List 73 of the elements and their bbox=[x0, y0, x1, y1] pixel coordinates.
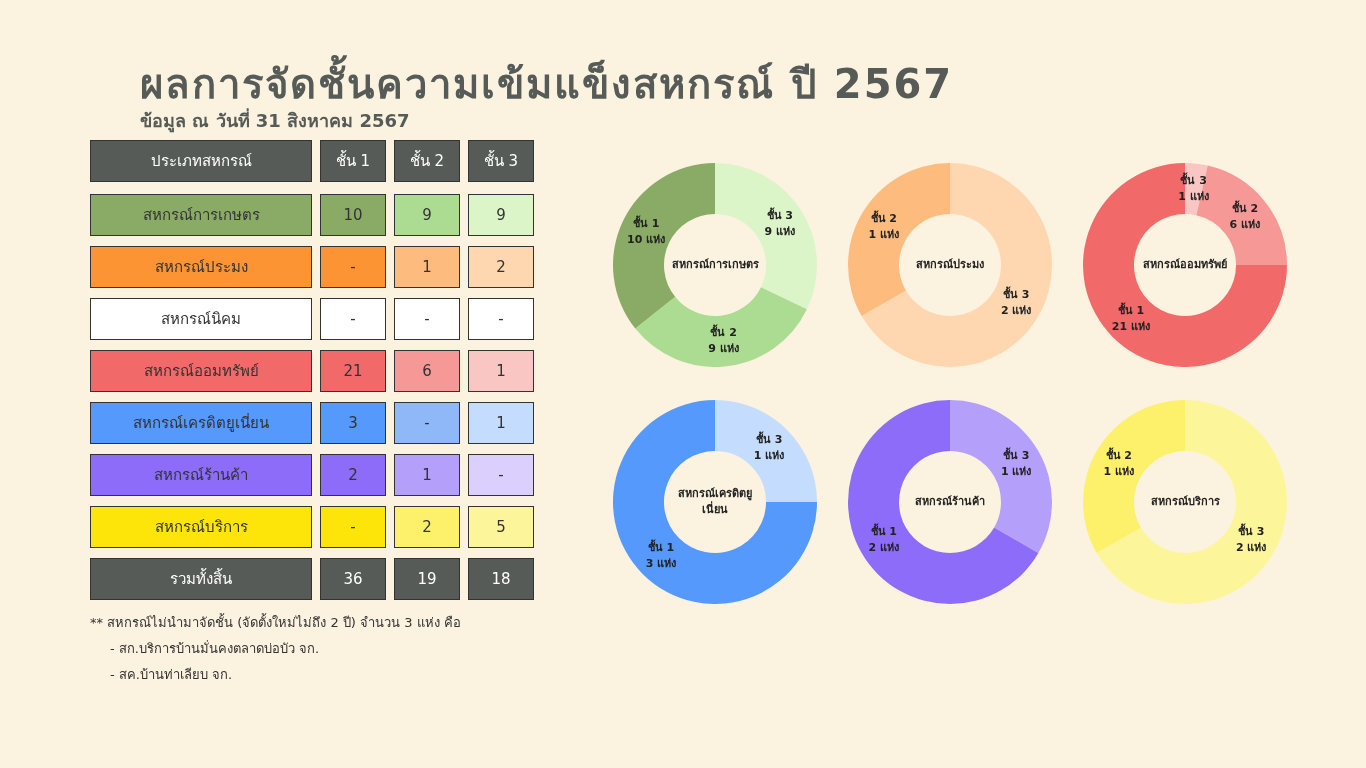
data-label: 2 แห่ง bbox=[1001, 304, 1032, 318]
data-label: 3 bbox=[320, 402, 386, 444]
slice-label: ชั้น 1 bbox=[870, 523, 897, 539]
empty-cell: - bbox=[468, 454, 534, 496]
data-label: 3 แห่ง bbox=[645, 556, 677, 570]
data-label: 9 แห่ง bbox=[708, 341, 739, 355]
empty-cell: - bbox=[394, 402, 460, 444]
data-label: 9 แห่ง bbox=[764, 225, 796, 239]
text: ** สหกรณ์ไม่นำมาจัดชั้น (จัดตั้งใหม่ไม่ถึง 2 ปี) จำนวน 3 แห่ง คือ bbox=[90, 612, 462, 632]
y-axis-title: ประเภทสหกรณ์ bbox=[90, 140, 312, 182]
data-label: 5 bbox=[468, 506, 534, 548]
data-label: 1 bbox=[468, 402, 534, 444]
empty-cell: - bbox=[468, 298, 534, 340]
slice-label: ชั้น 3 bbox=[1238, 523, 1265, 539]
text: สหกรณ์ประมง bbox=[915, 257, 985, 273]
data-label: 6 แห่ง bbox=[1229, 218, 1261, 232]
x-tick-label: ชั้น 2 bbox=[394, 140, 460, 182]
x-tick-label: ชั้น 1 bbox=[320, 140, 386, 182]
empty-cell: - bbox=[320, 246, 386, 288]
slice-label: ชั้น 1 bbox=[647, 538, 675, 554]
y-tick-label: รวมทั้งสิ้น bbox=[90, 558, 312, 600]
empty-cell: - bbox=[320, 506, 386, 548]
slice-label: ชั้น 2 bbox=[870, 209, 897, 225]
y-tick-label: สหกรณ์ออมทรัพย์ bbox=[90, 350, 312, 392]
data-label: 1 แห่ง bbox=[868, 227, 899, 241]
data-label: 36 bbox=[320, 558, 386, 600]
data-label: 9 bbox=[468, 194, 534, 236]
data-label: 1 แห่ง bbox=[1103, 464, 1134, 478]
data-label: 2 bbox=[320, 454, 386, 496]
y-tick-label: สหกรณ์ประมง bbox=[90, 246, 312, 288]
y-tick-label: สหกรณ์เครดิตยูเนี่ยน bbox=[90, 402, 312, 444]
data-label: 2 แห่ง bbox=[868, 541, 899, 555]
data-label: 1 bbox=[394, 454, 460, 496]
slice-label: ชั้น 2 bbox=[1231, 200, 1259, 216]
data-label: 10 แห่ง bbox=[627, 232, 666, 246]
data-label: 21 bbox=[320, 350, 386, 392]
data-label: 2 bbox=[394, 506, 460, 548]
text: - สก.บริการบ้านมั่นคงตลาดบ่อบัว จก. bbox=[109, 639, 321, 658]
text: สหกรณ์ออมทรัพย์ bbox=[1142, 257, 1228, 273]
text: สหกรณ์เครดิตยูเนี่ยน bbox=[677, 486, 753, 518]
text: สหกรณ์ร้านค้า bbox=[914, 494, 986, 510]
data-label: 2 bbox=[468, 246, 534, 288]
data-label: 18 bbox=[468, 558, 534, 600]
data-label: 1 แห่ง bbox=[1178, 189, 1209, 203]
y-tick-label: สหกรณ์ร้านค้า bbox=[90, 454, 312, 496]
data-label: 9 bbox=[394, 194, 460, 236]
slice-label: ชั้น 3 bbox=[755, 430, 783, 446]
slice-label: ชั้น 3 bbox=[1003, 446, 1030, 462]
empty-cell: - bbox=[320, 298, 386, 340]
x-tick-label: ชั้น 3 bbox=[468, 140, 534, 182]
slice-label: ชั้น 1 bbox=[632, 214, 660, 230]
slice-label: ชั้น 1 bbox=[1117, 301, 1145, 317]
y-tick-label: สหกรณ์บริการ bbox=[90, 506, 312, 548]
text: สหกรณ์บริการ bbox=[1149, 494, 1221, 510]
data-label: 2 แห่ง bbox=[1236, 541, 1267, 555]
chart-subtitle: ข้อมูล ณ วันที่ 31 สิงหาคม 2567 bbox=[140, 107, 410, 135]
data-label: 1 bbox=[394, 246, 460, 288]
data-label: 19 bbox=[394, 558, 460, 600]
slice-label: ชั้น 3 bbox=[766, 207, 794, 223]
data-label: 1 แห่ง bbox=[1001, 464, 1032, 478]
data-label: 21 แห่ง bbox=[1111, 319, 1150, 333]
data-label: 1 แห่ง bbox=[753, 448, 785, 462]
y-tick-label: สหกรณ์การเกษตร bbox=[90, 194, 312, 236]
empty-cell: - bbox=[394, 298, 460, 340]
slice-label: ชั้น 2 bbox=[710, 323, 737, 339]
data-label: 1 bbox=[468, 350, 534, 392]
slice-label: ชั้น 3 bbox=[1003, 286, 1030, 302]
text: สหกรณ์การเกษตร bbox=[670, 257, 760, 273]
data-label: 6 bbox=[394, 350, 460, 392]
y-tick-label: สหกรณ์นิคม bbox=[90, 298, 312, 340]
text: - สค.บ้านท่าเลียบ จก. bbox=[109, 666, 234, 684]
data-label: 10 bbox=[320, 194, 386, 236]
slice-label: ชั้น 2 bbox=[1105, 446, 1132, 462]
